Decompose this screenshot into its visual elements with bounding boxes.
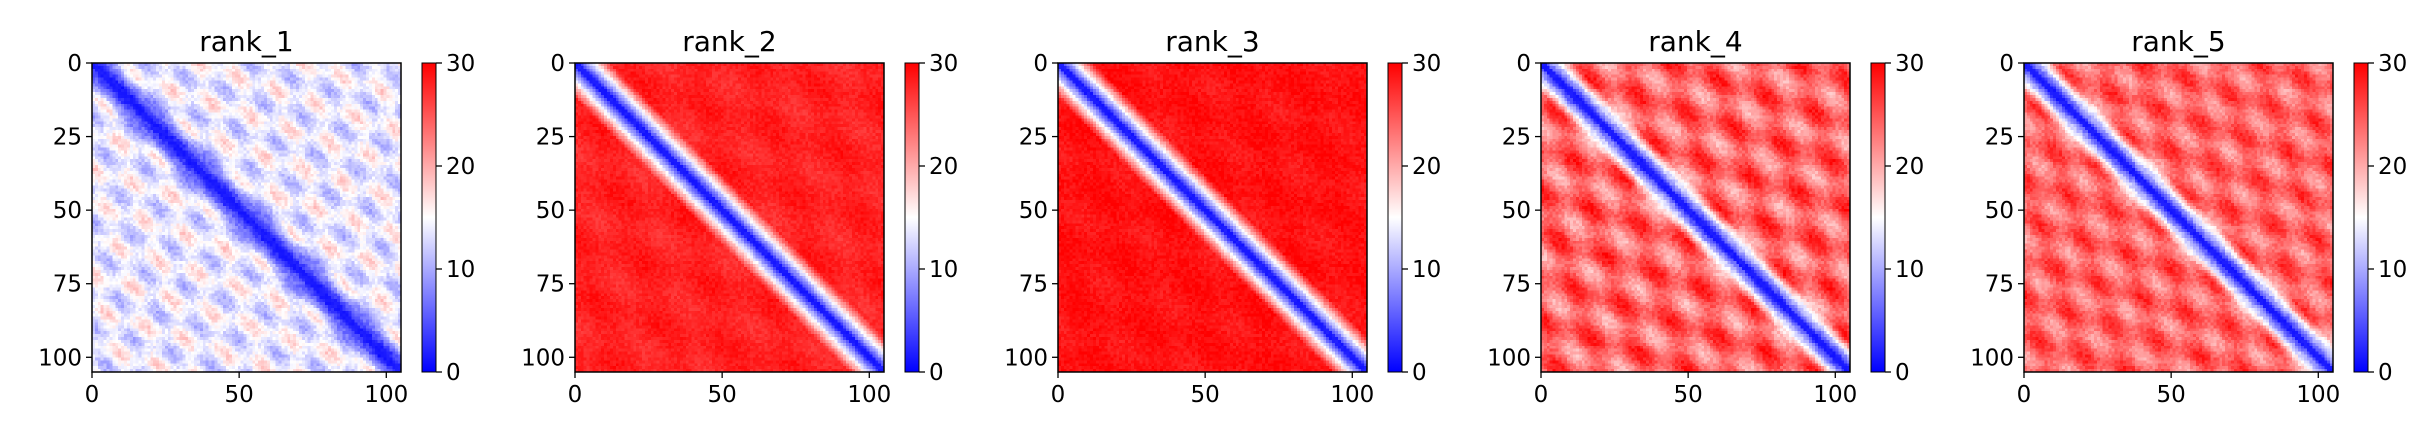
y-tick-label: 25: [1019, 125, 1048, 151]
colorbar: [1870, 62, 1886, 373]
heatmap-image: [92, 63, 401, 372]
colorbar-tick-label: 20: [929, 154, 958, 180]
y-tick-label: 0: [1516, 51, 1531, 77]
y-tick-label: 0: [550, 51, 565, 77]
x-tick-label: 100: [1813, 382, 1857, 408]
colorbar-tick-label: 10: [1412, 257, 1441, 283]
x-tick-label: 100: [847, 382, 891, 408]
x-tick-label: 100: [1330, 382, 1374, 408]
y-tick-label: 25: [1985, 125, 2014, 151]
y-tick-label: 0: [67, 51, 82, 77]
x-tick-label: 50: [1191, 382, 1220, 408]
x-tick-label: 50: [2157, 382, 2186, 408]
y-tick-label: 25: [1502, 125, 1531, 151]
colorbar-tick-label: 30: [929, 51, 958, 77]
panel-title: rank_1: [199, 25, 293, 58]
y-tick-label: 75: [1019, 272, 1048, 298]
colorbar-tick-label: 10: [1895, 257, 1924, 283]
colorbar-tick-label: 30: [1895, 51, 1924, 77]
heatmap-image: [575, 63, 884, 372]
y-tick-label: 75: [1502, 272, 1531, 298]
y-tick-label: 75: [536, 272, 565, 298]
colorbar-tick-label: 0: [929, 360, 944, 386]
y-tick-label: 75: [53, 272, 82, 298]
x-tick-label: 0: [568, 382, 583, 408]
x-tick-label: 0: [1534, 382, 1549, 408]
y-tick-label: 100: [1004, 345, 1048, 371]
y-tick-label: 50: [1019, 198, 1048, 224]
x-tick-label: 100: [2296, 382, 2340, 408]
colorbar-tick-label: 20: [1895, 154, 1924, 180]
plot-frame: [2023, 62, 2334, 373]
colorbar: [1387, 62, 1403, 373]
y-tick-label: 100: [38, 345, 82, 371]
y-tick-label: 100: [1970, 345, 2014, 371]
colorbar-tick-label: 20: [1412, 154, 1441, 180]
y-tick-label: 0: [1999, 51, 2014, 77]
y-tick-label: 0: [1033, 51, 1048, 77]
colorbar-tick-label: 30: [1412, 51, 1441, 77]
heatmap-image: [1058, 63, 1367, 372]
x-tick-label: 0: [1051, 382, 1066, 408]
colorbar-tick-label: 30: [2378, 51, 2407, 77]
panel-title: rank_5: [2131, 25, 2225, 58]
y-tick-label: 75: [1985, 272, 2014, 298]
plot-frame: [574, 62, 885, 373]
x-tick-label: 0: [85, 382, 100, 408]
colorbar: [421, 62, 437, 373]
colorbar-tick-label: 10: [446, 257, 475, 283]
colorbar: [904, 62, 920, 373]
colorbar-tick-label: 0: [2378, 360, 2393, 386]
plot-frame: [91, 62, 402, 373]
panel-title: rank_3: [1165, 25, 1259, 58]
y-tick-label: 50: [536, 198, 565, 224]
colorbar-tick-label: 20: [446, 154, 475, 180]
plot-frame: [1540, 62, 1851, 373]
y-tick-label: 100: [1487, 345, 1531, 371]
colorbar-tick-label: 0: [1412, 360, 1427, 386]
x-tick-label: 50: [225, 382, 254, 408]
colorbar: [2353, 62, 2369, 373]
y-tick-label: 100: [521, 345, 565, 371]
y-tick-label: 25: [53, 125, 82, 151]
colorbar-tick-label: 20: [2378, 154, 2407, 180]
heatmap-image: [1541, 63, 1850, 372]
x-tick-label: 50: [1674, 382, 1703, 408]
heatmap-image: [2024, 63, 2333, 372]
colorbar-tick-label: 0: [1895, 360, 1910, 386]
y-tick-label: 50: [1985, 198, 2014, 224]
colorbar-tick-label: 0: [446, 360, 461, 386]
x-tick-label: 50: [708, 382, 737, 408]
y-tick-label: 50: [53, 198, 82, 224]
colorbar-tick-label: 10: [2378, 257, 2407, 283]
x-tick-label: 100: [364, 382, 408, 408]
x-tick-label: 0: [2017, 382, 2032, 408]
colorbar-tick-label: 30: [446, 51, 475, 77]
panel-title: rank_2: [682, 25, 776, 58]
y-tick-label: 25: [536, 125, 565, 151]
panel-title: rank_4: [1648, 25, 1742, 58]
y-tick-label: 50: [1502, 198, 1531, 224]
plot-frame: [1057, 62, 1368, 373]
colorbar-tick-label: 10: [929, 257, 958, 283]
